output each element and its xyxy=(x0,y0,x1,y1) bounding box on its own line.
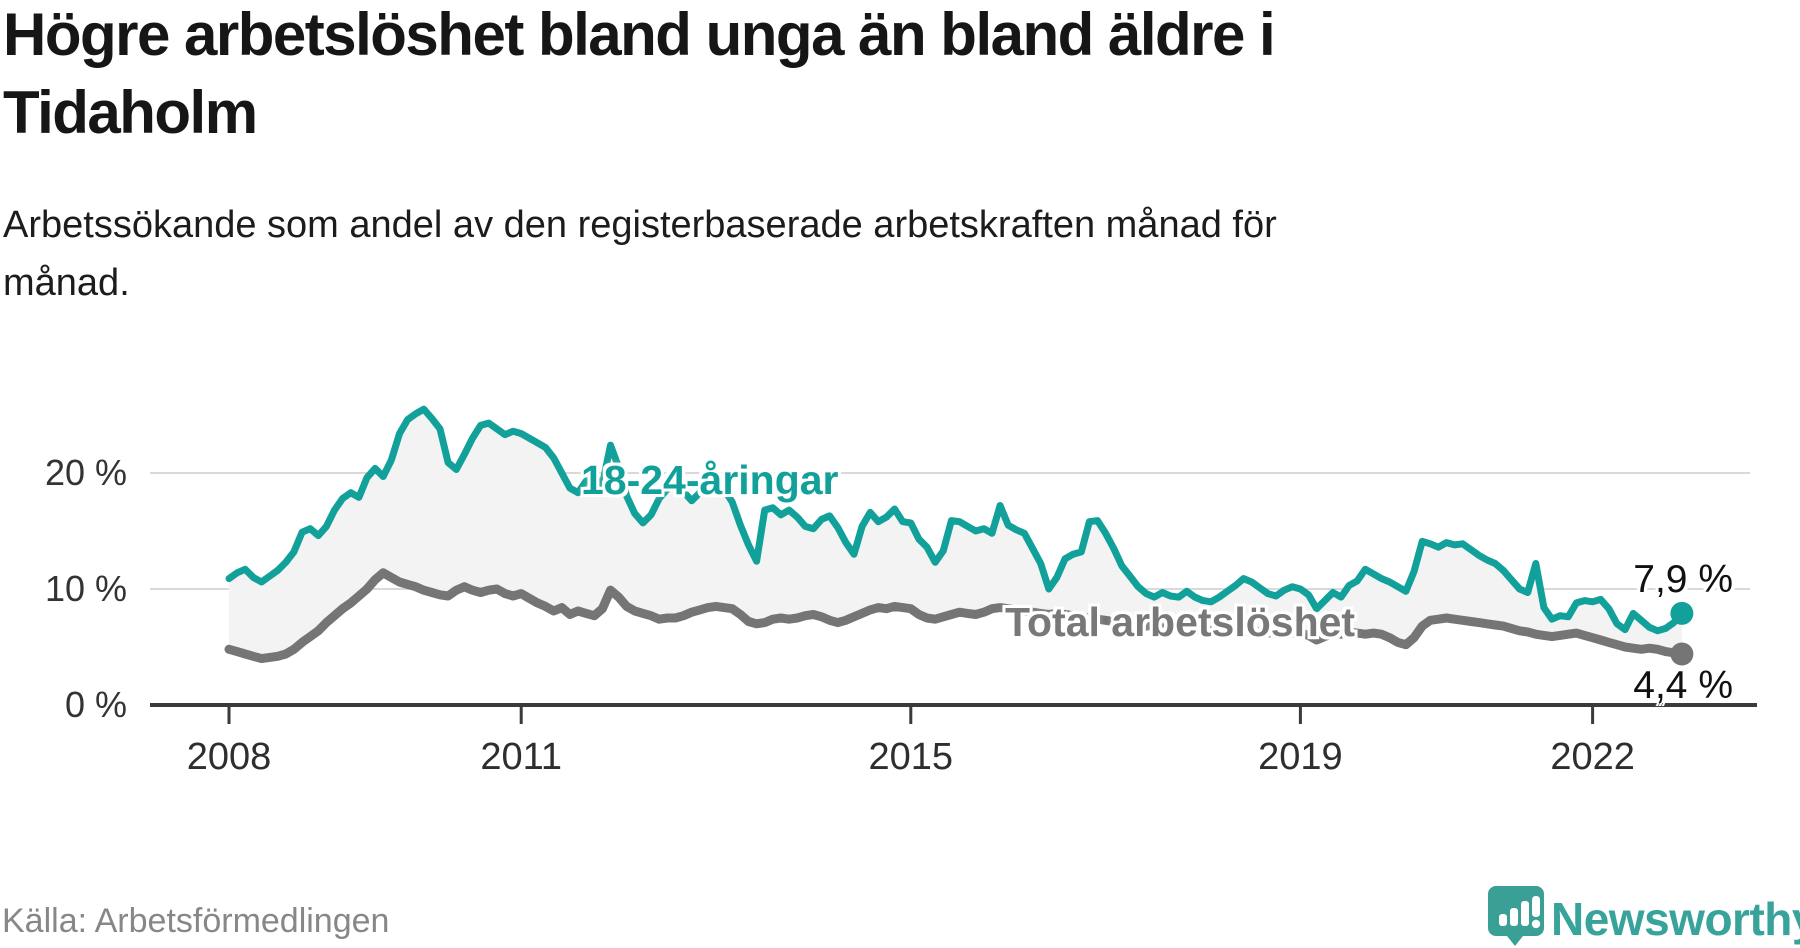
youth-end-value: 7,9 % xyxy=(1633,558,1733,601)
x-tick-group xyxy=(227,707,1595,724)
y-tick-label: 0 % xyxy=(64,684,127,725)
x-tick-label: 2019 xyxy=(1258,736,1343,778)
subtitle-line-1: Arbetssökande som andel av den registerb… xyxy=(3,204,1277,246)
title-line-2: Tidaholm xyxy=(3,79,258,146)
total-end-value: 4,4 % xyxy=(1633,664,1733,707)
newsworthy-logo-icon xyxy=(1488,886,1544,946)
band-between-series xyxy=(229,409,1682,659)
chart-subtitle: Arbetssökande som andel av den registerb… xyxy=(3,196,1277,312)
x-tick-label: 2022 xyxy=(1550,736,1635,778)
youth-line xyxy=(225,405,1686,635)
source-note: Källa: Arbetsförmedlingen xyxy=(2,902,390,940)
x-tick-label: 2015 xyxy=(868,736,954,778)
total-end-dot xyxy=(1670,642,1694,666)
x-tick-label: 2011 xyxy=(480,736,563,778)
title-line-1: Högre arbetslöshet bland unga än bland ä… xyxy=(3,1,1276,68)
youth-series-label: 18-24-åringar xyxy=(581,457,839,503)
x-tick-label: 2008 xyxy=(186,736,272,778)
y-tick-label: 20 % xyxy=(44,452,127,493)
y-tick-label: 10 % xyxy=(44,568,127,609)
youth-end-dot xyxy=(1670,601,1694,625)
exclamation-bar xyxy=(1532,896,1540,917)
newsworthy-logo[interactable]: Newsworthy xyxy=(1486,884,1800,946)
total-series-label: Total arbetslöshet xyxy=(1005,599,1356,645)
total-line xyxy=(224,568,1687,664)
newsworthy-wordmark: Newsworthy xyxy=(1551,893,1800,945)
page-title: Högre arbetslöshet bland unga än bland ä… xyxy=(3,0,1276,152)
subtitle-line-2: månad. xyxy=(3,262,130,304)
exclamation-dot xyxy=(1531,919,1541,929)
